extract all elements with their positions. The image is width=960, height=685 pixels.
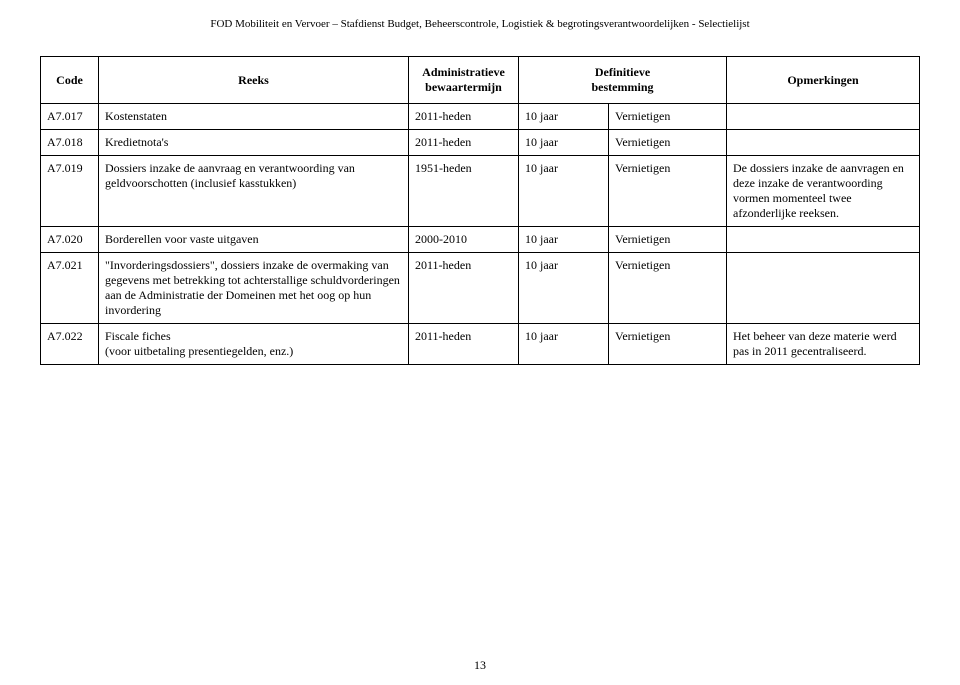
table-row: A7.017Kostenstaten2011-heden10 jaarVerni… [41,104,920,130]
cell-def: 10 jaar [519,130,609,156]
col-header-admin: Administratieve bewaartermijn [409,57,519,104]
cell-admin: 2011-heden [409,253,519,324]
cell-code: A7.019 [41,156,99,227]
table-row: A7.018Kredietnota's2011-heden10 jaarVern… [41,130,920,156]
col-header-reeks: Reeks [99,57,409,104]
document-page: FOD Mobiliteit en Vervoer – Stafdienst B… [0,0,960,365]
col-header-def: Definitieve bestemming [519,57,727,104]
cell-def: 10 jaar [519,324,609,365]
cell-best: Vernietigen [609,130,727,156]
cell-code: A7.018 [41,130,99,156]
table-header-row: Code Reeks Administratieve bewaartermijn… [41,57,920,104]
cell-opm [727,253,920,324]
table-row: A7.021"Invorderingsdossiers", dossiers i… [41,253,920,324]
cell-code: A7.022 [41,324,99,365]
cell-admin: 2011-heden [409,104,519,130]
cell-best: Vernietigen [609,156,727,227]
cell-code: A7.020 [41,227,99,253]
cell-admin: 2011-heden [409,324,519,365]
cell-opm [727,130,920,156]
col-header-code: Code [41,57,99,104]
table-row: A7.019Dossiers inzake de aanvraag en ver… [41,156,920,227]
cell-opm: Het beheer van deze materie werd pas in … [727,324,920,365]
col-header-def-l1: Definitieve [595,65,650,79]
table-row: A7.020Borderellen voor vaste uitgaven200… [41,227,920,253]
table-body: A7.017Kostenstaten2011-heden10 jaarVerni… [41,104,920,365]
cell-def: 10 jaar [519,253,609,324]
cell-admin: 1951-heden [409,156,519,227]
table-row: A7.022Fiscale fiches (voor uitbetaling p… [41,324,920,365]
cell-def: 10 jaar [519,104,609,130]
cell-def: 10 jaar [519,227,609,253]
cell-best: Vernietigen [609,227,727,253]
cell-opm: De dossiers inzake de aanvragen en deze … [727,156,920,227]
cell-code: A7.021 [41,253,99,324]
cell-best: Vernietigen [609,104,727,130]
page-header: FOD Mobiliteit en Vervoer – Stafdienst B… [40,18,920,30]
col-header-admin-l2: bewaartermijn [425,80,502,94]
col-header-opm: Opmerkingen [727,57,920,104]
cell-reeks: "Invorderingsdossiers", dossiers inzake … [99,253,409,324]
cell-def: 10 jaar [519,156,609,227]
cell-reeks: Kostenstaten [99,104,409,130]
cell-opm [727,227,920,253]
selection-list-table: Code Reeks Administratieve bewaartermijn… [40,56,920,365]
cell-best: Vernietigen [609,253,727,324]
cell-opm [727,104,920,130]
cell-reeks: Dossiers inzake de aanvraag en verantwoo… [99,156,409,227]
cell-code: A7.017 [41,104,99,130]
cell-reeks: Kredietnota's [99,130,409,156]
cell-admin: 2000-2010 [409,227,519,253]
page-number: 13 [0,658,960,673]
cell-reeks: Borderellen voor vaste uitgaven [99,227,409,253]
col-header-def-l2: bestemming [592,80,654,94]
cell-admin: 2011-heden [409,130,519,156]
cell-reeks: Fiscale fiches (voor uitbetaling present… [99,324,409,365]
cell-best: Vernietigen [609,324,727,365]
col-header-admin-l1: Administratieve [422,65,505,79]
